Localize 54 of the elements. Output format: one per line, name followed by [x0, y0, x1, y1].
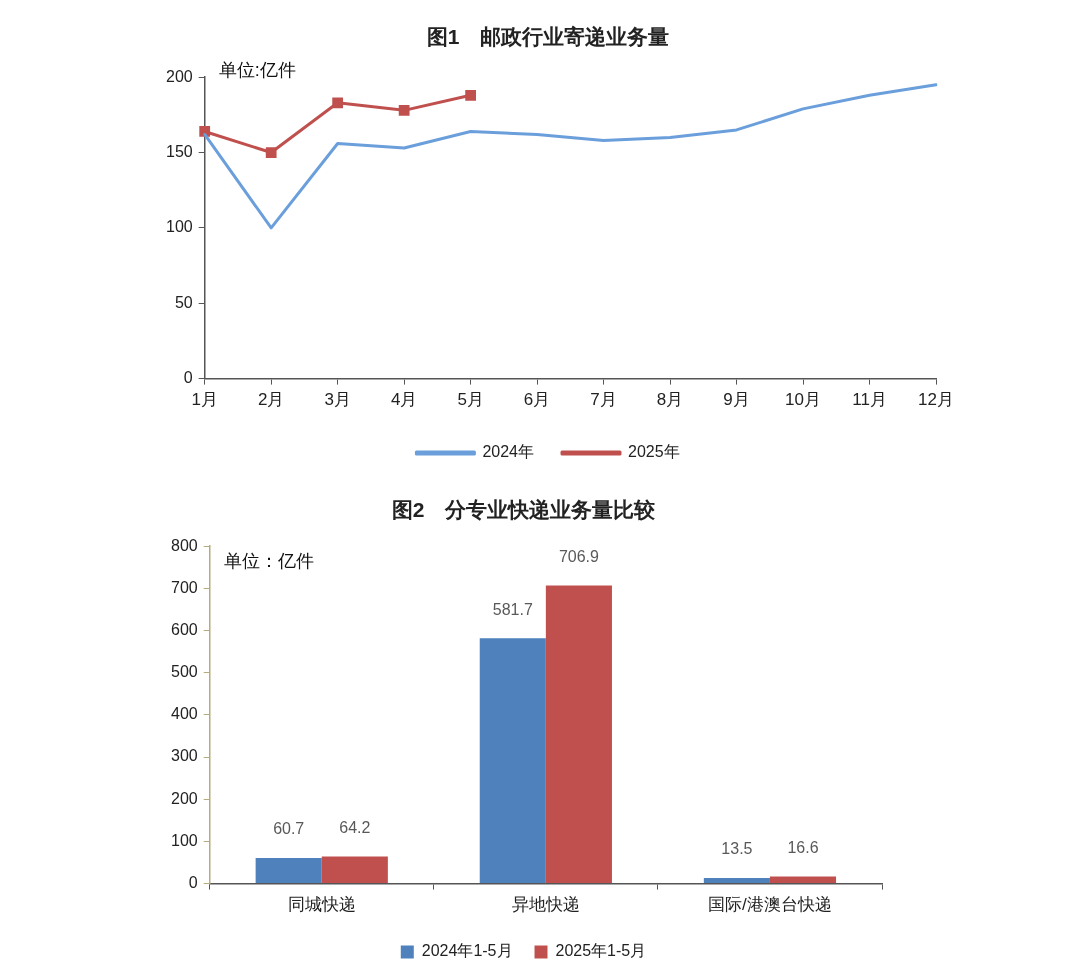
x-tick-label: 9月: [723, 390, 750, 410]
data-label: 16.6: [787, 839, 819, 857]
data-label: 13.5: [721, 840, 753, 858]
x-tick-label: 3月: [324, 390, 351, 410]
point: [199, 126, 211, 137]
bar: [545, 585, 612, 884]
x-tick-label: 2月: [257, 390, 285, 410]
y-tick-label: 150: [165, 142, 193, 160]
bar: [321, 856, 388, 884]
point: [332, 97, 344, 109]
data-label: 64.2: [339, 818, 371, 836]
data-label: 60.7: [273, 820, 305, 838]
legend-label: 2024年1-5月: [421, 942, 513, 960]
chart-title: 图1 邮政行业寄递业务量: [426, 25, 670, 49]
y-tick-label: 50: [174, 293, 193, 311]
y-tick-label: 600: [170, 620, 198, 638]
x-tick-label: 11月: [852, 390, 887, 410]
legend-label: 2025年1-5月: [555, 942, 647, 960]
y-tick-label: 0: [188, 874, 198, 892]
x-tick-label: 同城快递: [287, 895, 356, 915]
x-tick-label: 5月: [457, 390, 484, 410]
y-tick-label: 200: [165, 67, 193, 85]
x-tick-label: 异地快递: [511, 895, 580, 915]
chart-title: 图2 分专业快递业务量比较: [391, 498, 657, 522]
legend-label: 2025年: [628, 443, 680, 461]
bar: [255, 858, 322, 884]
y-tick-label: 300: [170, 747, 198, 765]
y-tick-label: 500: [170, 663, 198, 681]
x-tick-label: 6月: [523, 390, 551, 410]
y-tick-label: 700: [170, 578, 198, 596]
y-tick-label: 400: [170, 705, 198, 723]
x-tick-label: 12月: [918, 390, 954, 410]
legend-label: 2024年: [482, 443, 534, 461]
bar: [769, 876, 837, 884]
point: [398, 104, 410, 116]
y-tick-label: 0: [183, 369, 193, 387]
annotation: 单位：亿件: [223, 551, 314, 572]
point: [465, 89, 477, 101]
x-tick-label: 国际/港澳台快递: [708, 895, 832, 915]
y-tick-label: 100: [170, 831, 198, 849]
x-tick-label: 7月: [590, 390, 617, 410]
y-tick-label: 200: [170, 789, 198, 807]
x-tick-label: 1月: [191, 390, 218, 410]
x-tick-label: 4月: [390, 390, 418, 410]
data-label: 581.7: [492, 600, 533, 618]
x-tick-label: 8月: [656, 390, 684, 410]
data-label: 706.9: [558, 547, 600, 565]
point: [265, 147, 277, 158]
y-tick-label: 100: [165, 218, 193, 236]
bar: [479, 638, 546, 884]
x-tick-label: 10月: [785, 390, 821, 410]
bar: [703, 877, 770, 884]
annotation: 单位:亿件: [218, 60, 296, 81]
y-tick-label: 800: [170, 536, 198, 554]
